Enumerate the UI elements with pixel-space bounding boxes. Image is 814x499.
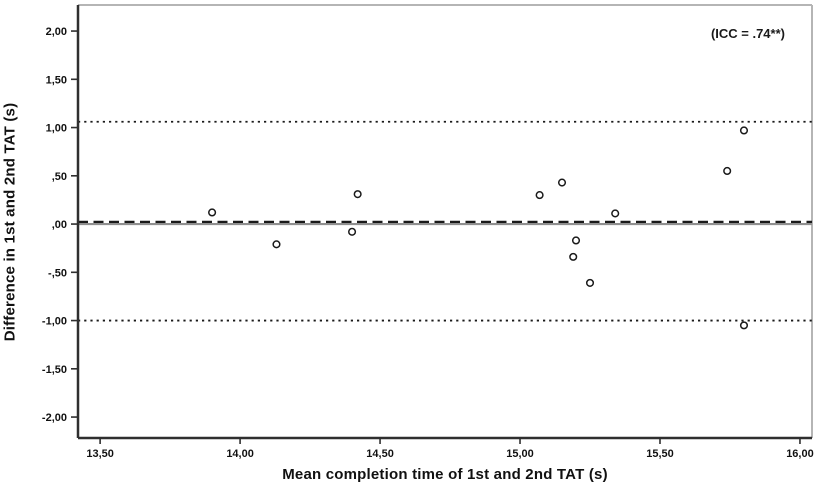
data-point bbox=[348, 227, 357, 236]
x-tick-label: 14,50 bbox=[366, 448, 394, 460]
data-point bbox=[569, 252, 578, 261]
icc-annotation: (ICC = .74**) bbox=[710, 26, 785, 41]
x-axis-title: Mean completion time of 1st and 2nd TAT … bbox=[282, 466, 608, 483]
data-point bbox=[723, 166, 732, 176]
data-point bbox=[557, 178, 567, 187]
y-tick-label: 1,50 bbox=[46, 74, 67, 86]
data-point bbox=[272, 240, 281, 249]
data-point bbox=[353, 190, 362, 199]
x-tick-label: 16,00 bbox=[786, 448, 814, 460]
y-tick-label: -1,50 bbox=[42, 364, 67, 376]
x-tick-label: 15,00 bbox=[506, 448, 534, 460]
y-tick-label: -2,00 bbox=[42, 412, 67, 424]
y-tick-label: 1,00 bbox=[46, 123, 67, 135]
x-tick-label: 13,50 bbox=[86, 448, 114, 460]
y-tick-label: -1,00 bbox=[42, 316, 67, 328]
data-point bbox=[571, 236, 581, 245]
data-point bbox=[585, 278, 595, 287]
y-axis-title-text: Difference in 1st and 2nd TAT (s) bbox=[1, 102, 19, 342]
data-point bbox=[739, 126, 749, 135]
y-tick-label: ,50 bbox=[52, 171, 67, 183]
data-point bbox=[739, 321, 749, 330]
y-tick-label: ,00 bbox=[52, 219, 67, 231]
data-point bbox=[611, 209, 620, 218]
data-point bbox=[535, 191, 544, 200]
y-tick-label: 2,00 bbox=[46, 26, 67, 38]
x-tick-label: 15,50 bbox=[646, 448, 674, 460]
x-tick-label: 14,00 bbox=[226, 448, 254, 460]
y-tick-label: -,50 bbox=[48, 267, 67, 279]
data-point bbox=[208, 208, 217, 217]
